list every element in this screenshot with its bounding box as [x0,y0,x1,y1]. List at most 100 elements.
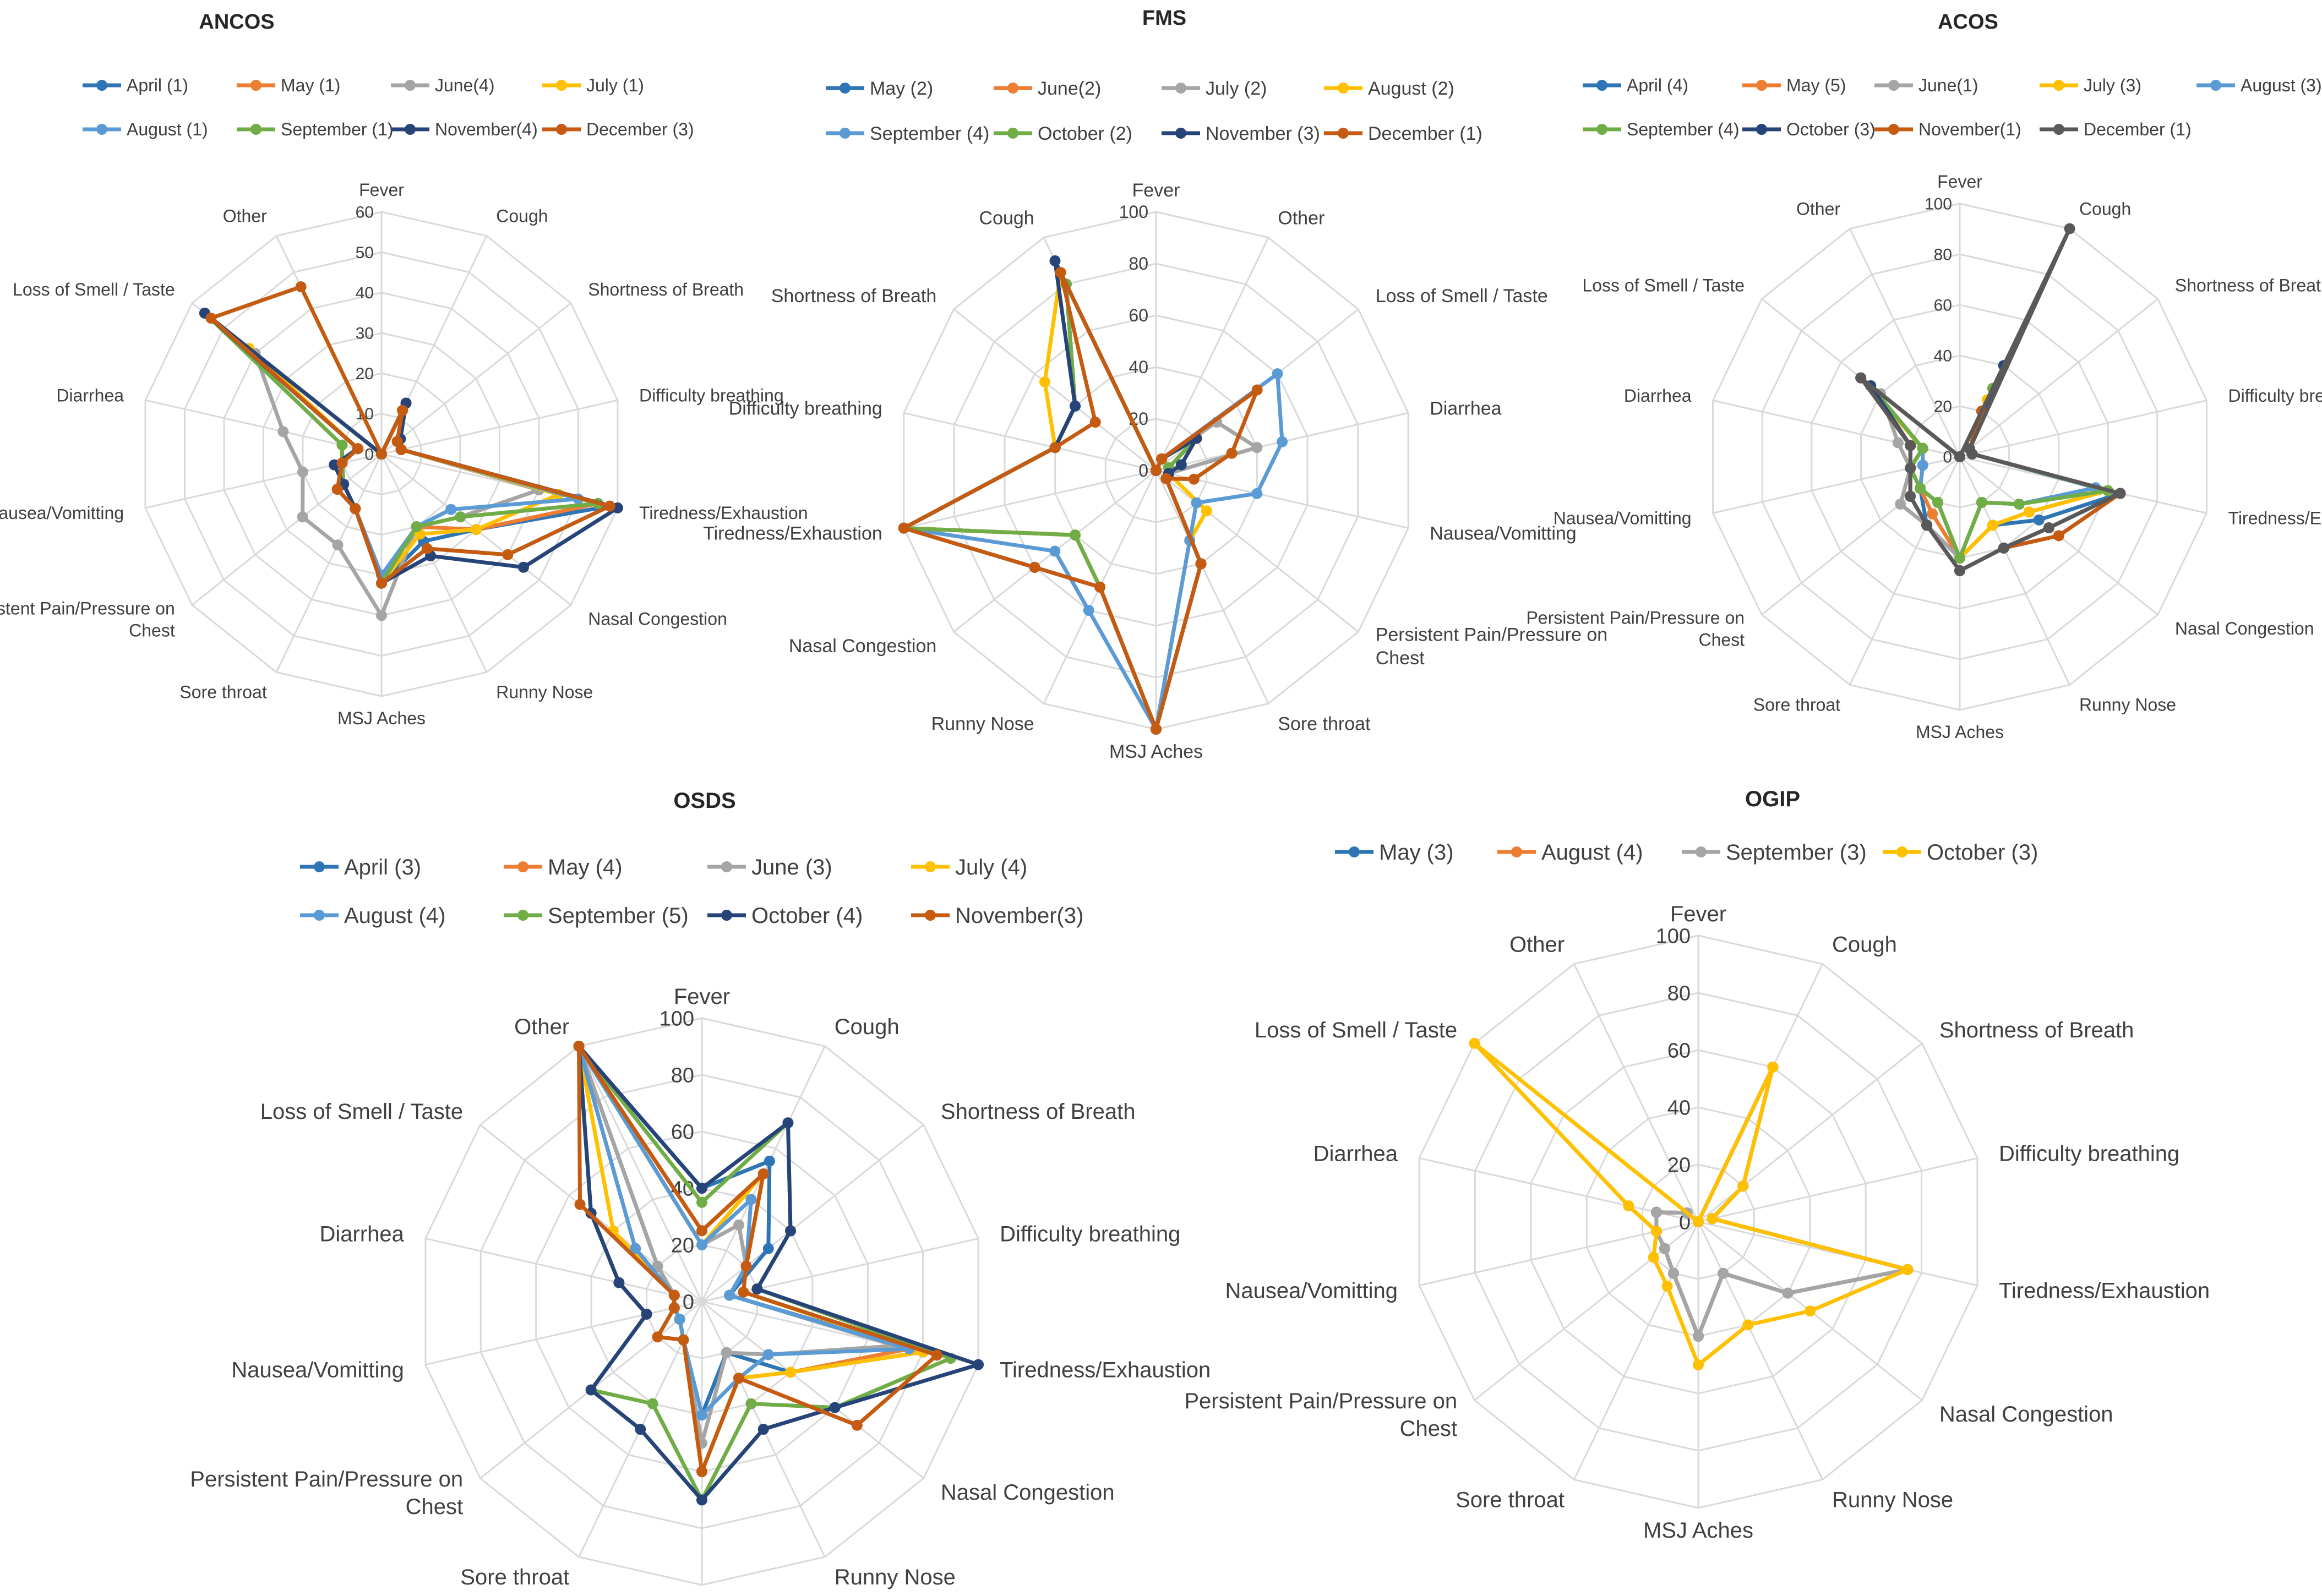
legend-swatch-marker [1007,128,1018,139]
data-point-persistent-pain-pressure-on-chest [1915,483,1926,494]
legend-item-june-2[interactable]: June(2) [994,78,1101,99]
legend-label: May (1) [281,75,340,95]
data-point-persistent-pain-pressure-on-chest [1160,473,1172,484]
data-point-shortness-of-breath [785,1225,797,1237]
legend-item-august-4[interactable]: August (4) [300,904,446,928]
axis-spoke [381,302,571,455]
data-point-sore-throat [1932,496,1944,508]
legend-item-may-5[interactable]: May (5) [1742,75,1846,95]
axis-label-cough: Cough [1832,932,1897,956]
legend-swatch-marker [405,80,416,91]
data-point-loss-of-smell-taste [1251,384,1263,396]
legend-label: August (4) [1541,840,1643,865]
legend-item-august-3[interactable]: August (3) [2196,75,2322,95]
legend-item-august-4[interactable]: August (4) [1497,840,1643,865]
legend-label: September (5) [548,904,689,928]
data-point-msj-aches [1151,724,1162,735]
legend-item-september-4[interactable]: September (4) [826,123,989,144]
data-point-persistent-pain-pressure-on-chest [652,1331,663,1343]
legend-item-september-1[interactable]: September (1) [237,119,394,139]
radar-chart-fms: FMS May (2) June(2) July (2) August (2) Septe… [703,7,1607,762]
data-point-runny-nose [411,521,422,533]
axis-spoke [953,308,1157,472]
axis-spoke [1155,469,1359,633]
axis-label-loss-of-smell-taste: Loss of Smell / Taste [1376,286,1548,307]
data-point-shortness-of-breath [1070,400,1081,412]
legend-label: September (1) [281,119,394,139]
axis-label-sore-throat: Sore throat [1456,1488,1565,1512]
legend-swatch-marker [2053,80,2064,91]
data-point-difficulty-breathing [751,1283,763,1295]
legend-item-july-2[interactable]: July (2) [1162,78,1267,99]
legend-item-september-5[interactable]: September (5) [504,904,689,928]
data-point-nausea-vomitting [1251,488,1263,499]
legend-swatch-marker [2210,80,2221,91]
axis-spoke [701,1300,924,1479]
tick-label: 0 [1943,449,1952,467]
legend-item-november-4[interactable]: November(4) [391,119,538,139]
legend-item-october-3[interactable]: October (3) [1742,119,1876,139]
data-point-cough [397,405,408,416]
data-point-sore-throat [1667,1267,1679,1279]
data-point-cough [782,1117,794,1129]
data-point-runny-nose [721,1347,732,1358]
legend-item-august-2[interactable]: August (2) [1324,78,1454,99]
data-point-nasal-congestion [2033,514,2045,526]
data-point-other [1693,1216,1704,1227]
legend-label: November (3) [1206,123,1320,144]
legend-item-june-3[interactable]: June (3) [707,855,832,879]
legend-label: September (4) [1627,119,1740,139]
legend-item-may-4[interactable]: May (4) [504,855,623,879]
legend-item-may-3[interactable]: May (3) [1335,840,1454,865]
data-point-tiredness-exhaustion [1902,1264,1914,1275]
legend-item-july-4[interactable]: July (4) [911,855,1027,879]
axis-label-runny-nose: Runny Nose [2079,695,2176,715]
legend-item-december-1[interactable]: December (1) [1324,123,1482,144]
legend-item-november-3[interactable]: November (3) [1162,123,1320,144]
legend-item-november-1[interactable]: November(1) [1874,119,2021,139]
data-point-sore-throat [332,539,344,551]
legend-item-october-4[interactable]: October (4) [707,904,863,928]
legend-item-july-1[interactable]: July (1) [542,75,644,95]
legend-item-december-3[interactable]: December (3) [542,119,694,139]
data-point-cough [1767,1061,1779,1073]
tick-label: 100 [1925,195,1952,214]
data-point-runny-nose [1976,496,1987,508]
legend-item-april-3[interactable]: April (3) [300,855,421,879]
legend-item-october-3[interactable]: October (3) [1883,840,2038,865]
data-point-difficulty-breathing [1707,1213,1718,1225]
legend-item-april-4[interactable]: April (4) [1583,75,1688,95]
legend-label: April (4) [1627,75,1688,95]
legend-item-october-2[interactable]: October (2) [994,123,1132,144]
legend-item-july-3[interactable]: July (3) [2040,75,2141,95]
legend-item-june-4[interactable]: June(4) [391,75,495,95]
axis-label-difficulty-breathing: Difficulty breathing [1999,1141,2179,1166]
legend-item-september-3[interactable]: September (3) [1682,840,1867,865]
data-point-diarrhea [1226,447,1238,459]
legend-label: November(4) [435,119,538,139]
axis-label-nausea-vomitting: Nausea/Vomitting [231,1358,404,1382]
data-point-runny-nose [757,1423,769,1435]
data-point-tiredness-exhaustion [604,500,615,512]
legend-item-may-2[interactable]: May (2) [826,78,933,99]
axis-spoke [1761,456,1960,615]
axis-label-runny-nose: Runny Nose [835,1565,956,1589]
axis-spoke [903,469,1157,529]
series-december-1 [1855,223,2126,576]
data-point-nausea-vomitting [641,1308,652,1320]
data-point-loss-of-smell-taste [1272,368,1283,380]
legend-item-november-3[interactable]: November(3) [911,904,1083,928]
legend-item-june-1[interactable]: June(1) [1874,75,1978,95]
legend-item-december-1[interactable]: December (1) [2040,119,2192,139]
legend-item-april-1[interactable]: April (1) [83,75,188,95]
legend-item-may-1[interactable]: May (1) [237,75,340,95]
legend-label: May (4) [548,855,623,879]
tick-label: 40 [356,284,374,302]
data-point-diarrhea [1905,440,1916,451]
legend-item-august-1[interactable]: August (1) [83,119,208,139]
series-july-3 [1855,372,2114,564]
legend-item-september-4[interactable]: September (4) [1583,119,1740,139]
legend-label: June(4) [435,75,495,95]
data-point-diarrhea [336,439,348,451]
